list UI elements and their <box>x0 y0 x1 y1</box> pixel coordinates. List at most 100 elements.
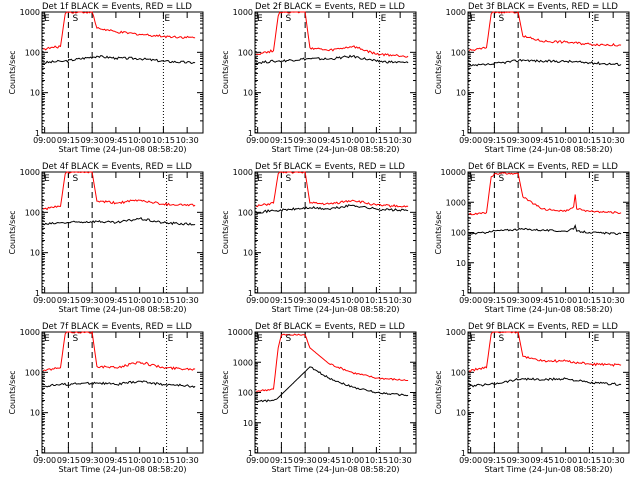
panel-7-xtick-label: 09:00 <box>33 456 56 465</box>
panel-8-marker-s: S <box>286 334 292 344</box>
panel-8-xtick-label: 10:30 <box>389 456 412 465</box>
panel-2-ytick-label: 1000 <box>233 8 253 17</box>
panel-4-ytick-label: 1 <box>35 289 40 298</box>
panel-8-ytick-label: 100 <box>238 389 253 398</box>
panel-2-xtick-label: 10:30 <box>389 136 412 145</box>
panel-7-xtick-label: 10:30 <box>176 456 199 465</box>
panel-2-xtick-label: 09:45 <box>317 136 340 145</box>
panel-1-marker-e: E <box>164 14 170 24</box>
panel-5-xtick-label: 09:30 <box>294 296 317 305</box>
panel-7-marker-e: E <box>168 334 174 344</box>
panel-5-series-events <box>255 204 409 214</box>
panel-9-ytick-label: 10 <box>456 409 466 418</box>
panel-6-xlabel: Start Time (24-Jun-08 08:58:20) <box>485 305 613 314</box>
panel-8-ytick-label: 10000 <box>228 328 253 337</box>
panel-6-ytick-label: 1000 <box>446 198 466 207</box>
panel-4-xtick-label: 10:30 <box>176 296 199 305</box>
panel-2-xtick-label: 09:30 <box>294 136 317 145</box>
panel-1-ytick-label: 1 <box>35 129 40 138</box>
panel-7: Det 7f BLACK = Events, RED = LLD 1 10 100 10… <box>8 322 204 474</box>
panel-3-marker-e: E <box>470 14 476 24</box>
panel-8-ylabel: Counts/sec <box>221 370 230 414</box>
panel-5-marker-e: E <box>381 174 387 184</box>
panel-2-xtick-label: 10:00 <box>341 136 364 145</box>
panel-1-ytick-label: 100 <box>25 48 40 57</box>
panel-4-xlabel: Start Time (24-Jun-08 08:58:20) <box>59 305 187 314</box>
panel-9: Det 9f BLACK = Events, RED = LLD 1 10 100 10… <box>434 322 630 474</box>
panel-1-series-lld <box>42 11 196 51</box>
panel-6-ytick-label: 1 <box>461 289 466 298</box>
panel-8-xtick-label: 09:45 <box>317 456 340 465</box>
panel-9-xtick-label: 10:00 <box>554 456 577 465</box>
panel-6-xtick-label: 10:00 <box>554 296 577 305</box>
panel-8-xlabel: Start Time (24-Jun-08 08:58:20) <box>272 465 400 474</box>
panel-3-marker-s: S <box>499 14 505 24</box>
panel-1-xtick-label: 09:00 <box>33 136 56 145</box>
panel-6-marker-s: S <box>499 174 505 184</box>
panel-6: Det 6f BLACK = Events, RED = LLD 1 10 100 10… <box>434 162 630 314</box>
panel-7-title: Det 7f BLACK = Events, RED = LLD <box>42 322 192 332</box>
panel-8-xtick-label: 09:00 <box>246 456 269 465</box>
panel-4-ytick-label: 10 <box>30 249 40 258</box>
panel-6-ytick-label: 100 <box>451 229 466 238</box>
panel-7-marker-s: S <box>73 334 79 344</box>
panel-7-xlabel: Start Time (24-Jun-08 08:58:20) <box>59 465 187 474</box>
panel-7-ytick-label: 1 <box>35 449 40 458</box>
panel-6-xtick-label: 09:45 <box>530 296 553 305</box>
panel-5-xtick-label: 09:15 <box>270 296 293 305</box>
panel-8: Det 8f BLACK = Events, RED = LLD 1 10 100 10… <box>221 322 417 474</box>
panel-5-xtick-label: 09:00 <box>246 296 269 305</box>
panel-2: Det 2f BLACK = Events, RED = LLD 1 10 100 10… <box>221 2 417 154</box>
panel-9-ytick-label: 1 <box>461 449 466 458</box>
panel-5-xtick-label: 09:45 <box>317 296 340 305</box>
panel-7-ylabel: Counts/sec <box>8 370 17 414</box>
panel-8-series-lld <box>256 333 409 392</box>
panel-4-title: Det 4f BLACK = Events, RED = LLD <box>42 162 192 172</box>
panel-7-ytick-label: 100 <box>25 368 40 377</box>
panel-7-xtick-label: 09:30 <box>81 456 104 465</box>
panel-5-ytick-label: 10 <box>243 249 253 258</box>
panel-3-ytick-label: 10 <box>456 89 466 98</box>
panel-3-marker-e: E <box>594 14 600 24</box>
panel-1-series-events <box>42 55 196 65</box>
panel-3-ytick-label: 1 <box>461 129 466 138</box>
panel-3-xlabel: Start Time (24-Jun-08 08:58:20) <box>485 145 613 154</box>
panel-8-ytick-label: 1 <box>248 449 253 458</box>
panel-6-series-events <box>468 223 622 236</box>
panel-5-ytick-label: 1000 <box>233 168 253 177</box>
panel-6-xtick-label: 10:15 <box>578 296 601 305</box>
panel-4-xtick-label: 10:00 <box>128 296 151 305</box>
panel-8-frame <box>254 331 417 454</box>
panel-4-xtick-label: 09:15 <box>57 296 80 305</box>
panel-7-marker-e: E <box>44 334 50 344</box>
panel-9-marker-e: E <box>470 334 476 344</box>
panel-2-series-lld <box>256 11 409 58</box>
panel-2-xtick-label: 09:00 <box>246 136 269 145</box>
panel-5-ytick-label: 100 <box>238 208 253 217</box>
panel-5-title: Det 5f BLACK = Events, RED = LLD <box>255 162 405 172</box>
panel-6-ytick-label: 10000 <box>441 168 466 177</box>
panel-1-frame <box>41 11 204 134</box>
panel-3-series-events <box>468 58 622 67</box>
panel-1-marker-e: E <box>44 14 50 24</box>
panel-8-ytick-label: 10 <box>243 419 253 428</box>
panel-3-ytick-label: 1000 <box>446 8 466 17</box>
panel-9-ytick-label: 1000 <box>446 328 466 337</box>
panel-5-frame <box>254 171 417 294</box>
panel-5-series-lld <box>256 171 409 208</box>
panel-8-series-events <box>255 366 409 403</box>
panel-3-xtick-label: 09:45 <box>530 136 553 145</box>
panel-3-title: Det 3f BLACK = Events, RED = LLD <box>468 2 618 12</box>
panel-5-xtick-label: 10:30 <box>389 296 412 305</box>
panel-7-frame <box>41 331 204 454</box>
panel-1-ylabel: Counts/sec <box>8 50 17 94</box>
panel-1-marker-s: S <box>73 14 79 24</box>
panel-2-series-events <box>255 54 409 65</box>
panel-8-xtick-label: 10:00 <box>341 456 364 465</box>
panel-4-series-lld <box>42 171 196 211</box>
panel-7-ytick-label: 1000 <box>20 328 40 337</box>
panel-9-marker-s: S <box>499 334 505 344</box>
panel-8-xtick-label: 09:30 <box>294 456 317 465</box>
panel-5-xtick-label: 10:15 <box>365 296 388 305</box>
panel-6-marker-e: E <box>470 174 476 184</box>
